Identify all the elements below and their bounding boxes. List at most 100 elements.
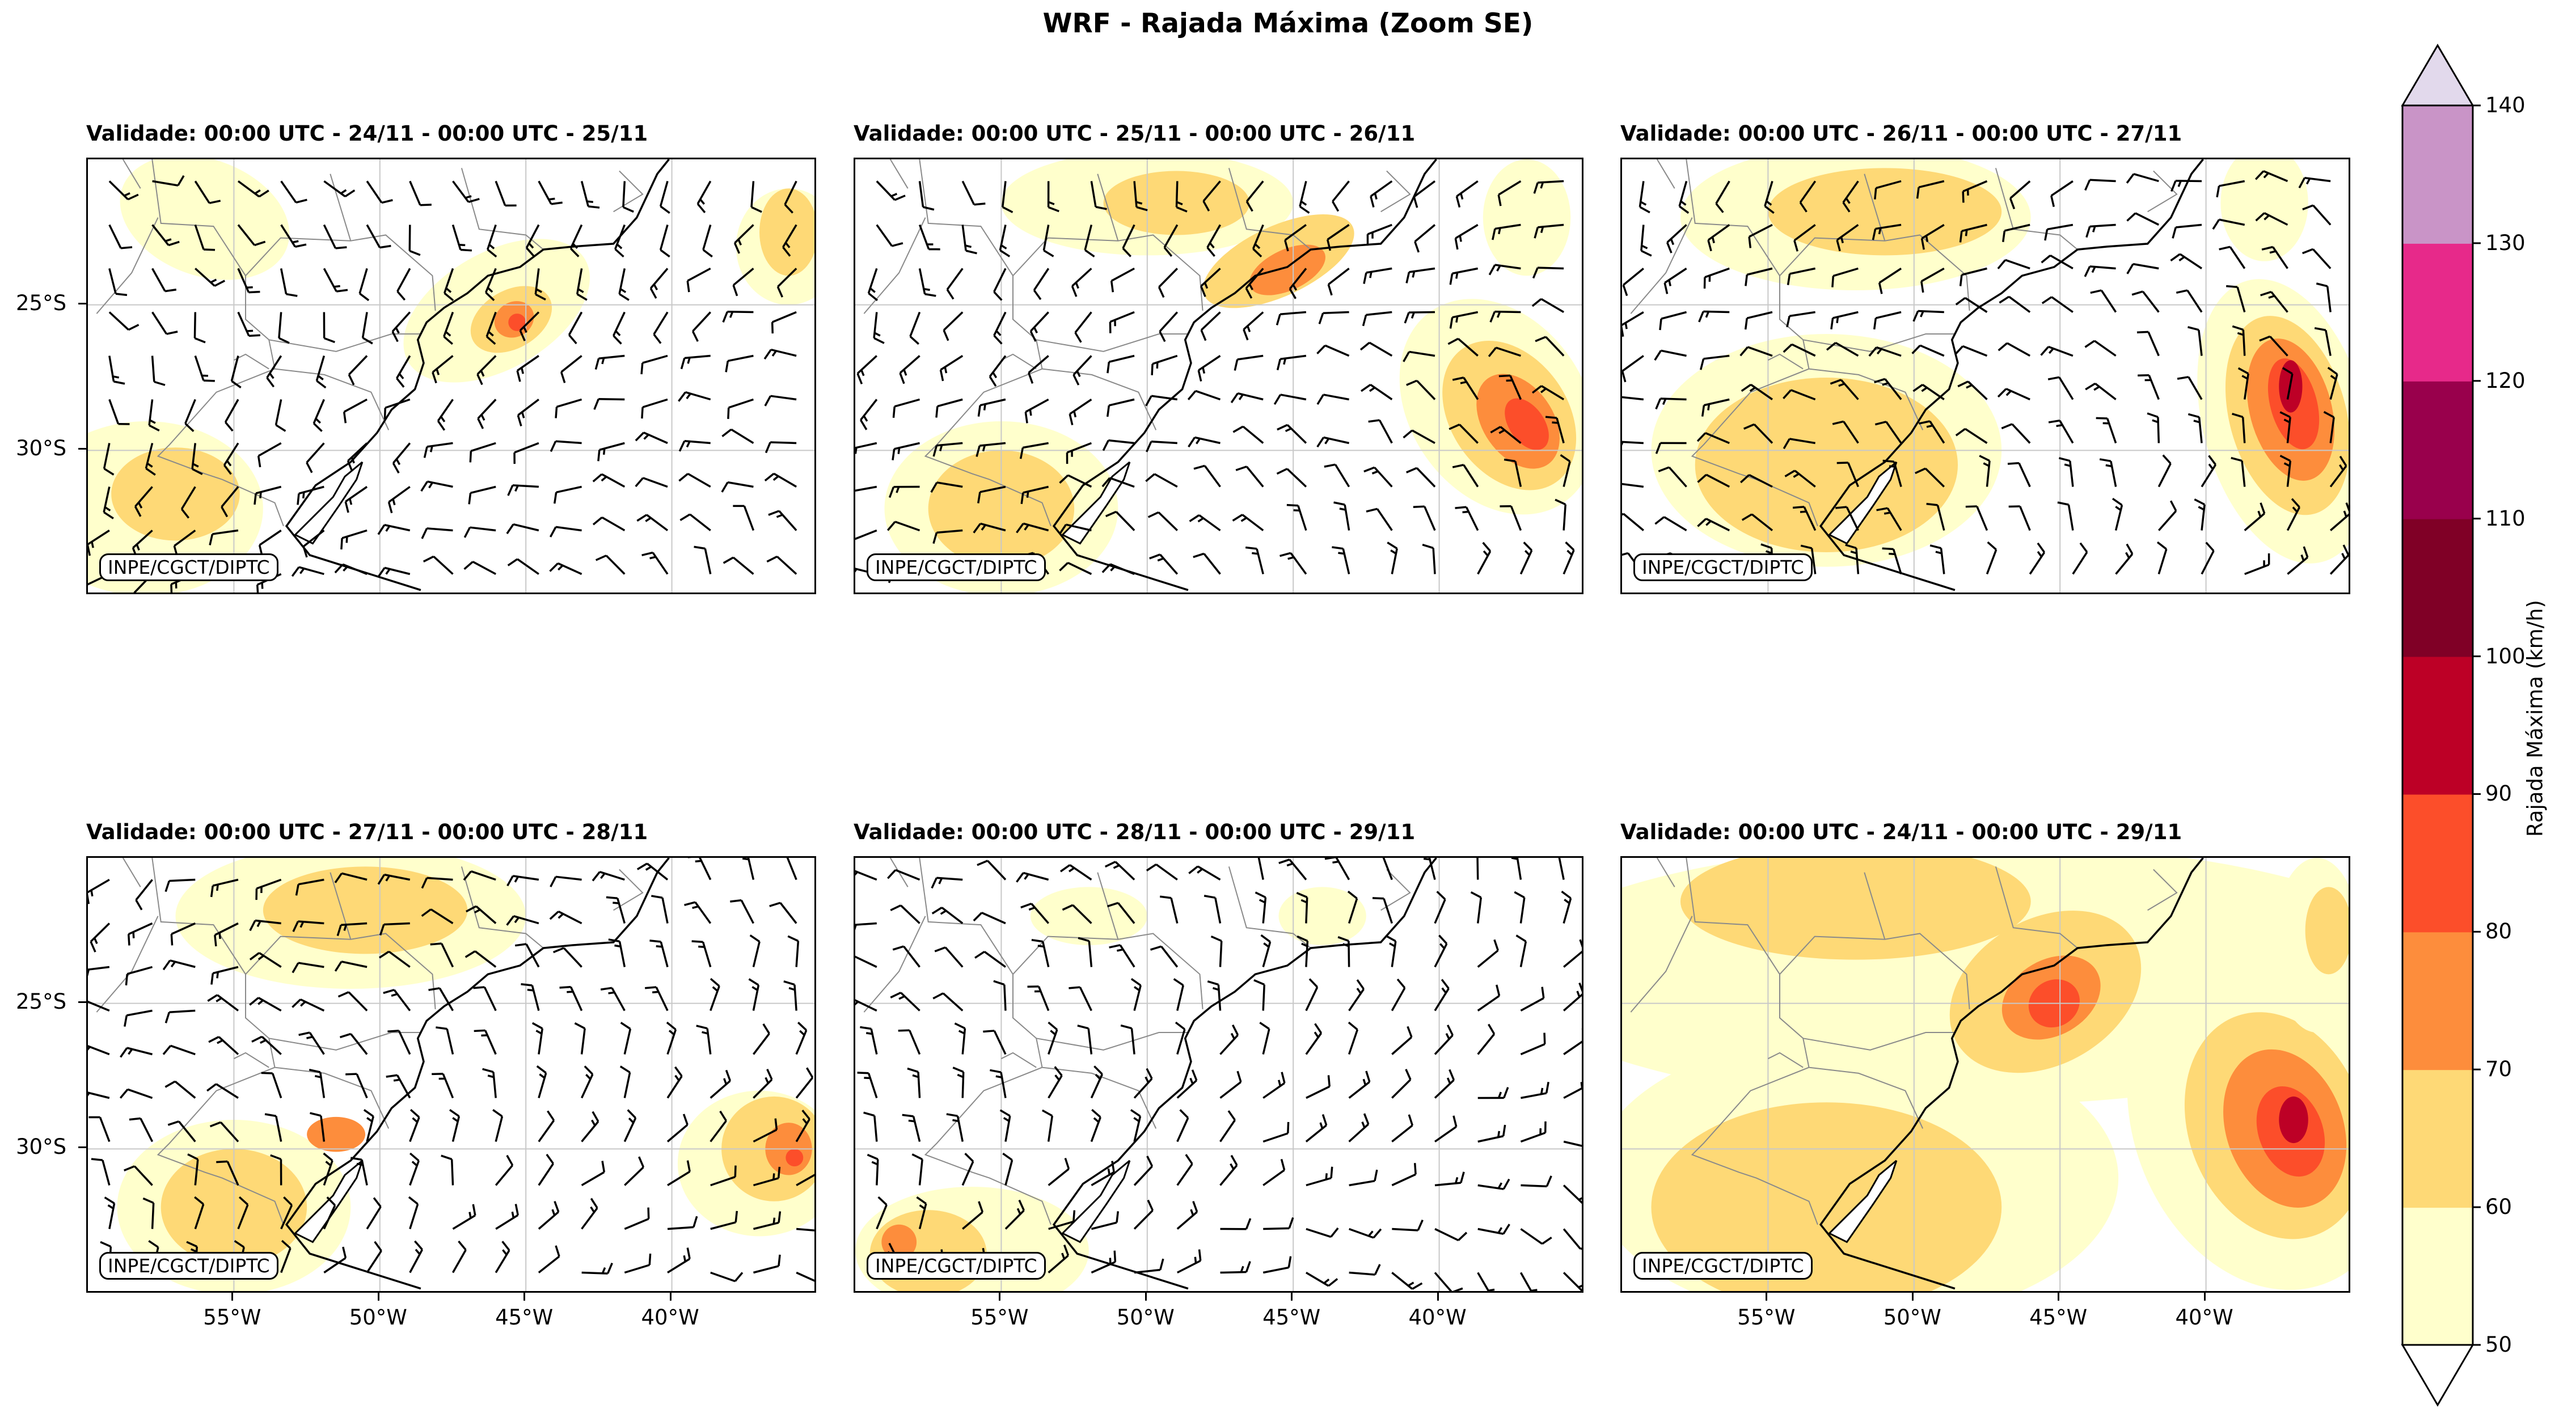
wind-barb xyxy=(1077,1025,1093,1055)
wind-barb xyxy=(1387,541,1398,574)
wind-barb xyxy=(932,992,964,1012)
wind-barb xyxy=(1504,458,1522,487)
panel-title-2: Validade: 00:00 UTC - 25/11 - 00:00 UTC … xyxy=(854,121,1416,146)
wind-barb xyxy=(88,1091,110,1099)
wind-barb xyxy=(1979,455,1991,487)
wind-barb xyxy=(559,985,583,1012)
wind-barb xyxy=(2329,455,2347,488)
wind-barb xyxy=(749,934,761,967)
wind-barb xyxy=(1622,441,1644,446)
wind-barb xyxy=(1253,979,1265,1011)
colorbar-tick-label: 120 xyxy=(2485,368,2526,393)
wind-barb xyxy=(1262,1072,1286,1099)
wind-barb xyxy=(1219,1154,1238,1186)
lon-tick xyxy=(1291,1293,1293,1301)
wind-barb xyxy=(162,1044,196,1056)
wind-barb xyxy=(636,514,669,531)
lat-label: 25°S xyxy=(16,290,67,315)
state-border xyxy=(1767,1052,1804,1068)
lon-label: 45°W xyxy=(495,1305,554,1330)
wind-barb xyxy=(2009,180,2031,210)
state-border xyxy=(275,1066,390,1129)
wind-barb xyxy=(408,225,421,256)
wind-barb xyxy=(1836,462,1859,488)
wind-barb xyxy=(1245,268,1264,299)
wind-barb xyxy=(1874,378,1902,400)
wind-barb xyxy=(600,987,626,1012)
wind-barb xyxy=(1048,1245,1070,1273)
wind-barb xyxy=(961,180,986,206)
wind-barb xyxy=(492,1109,504,1142)
wind-barb xyxy=(973,522,1006,534)
wind-barb xyxy=(1133,181,1148,211)
state-border xyxy=(1779,234,1970,311)
wind-barb xyxy=(257,442,282,468)
wind-barb xyxy=(1197,355,1221,382)
state-border xyxy=(1995,866,2078,949)
wind-barb xyxy=(108,356,125,385)
wind-barb xyxy=(421,877,453,889)
wind-barb xyxy=(1786,311,1815,328)
wind-barb xyxy=(742,858,755,880)
wind-barb xyxy=(753,1023,770,1055)
wind-barb xyxy=(1220,1261,1251,1274)
wind-barb xyxy=(1655,442,1687,454)
wind-barb xyxy=(514,943,540,968)
wind-barb xyxy=(640,354,668,375)
wind-barb xyxy=(606,896,626,924)
gust-area xyxy=(1278,887,1366,945)
wind-barb xyxy=(1521,1175,1552,1188)
gust-area xyxy=(2220,159,2308,261)
wind-barb xyxy=(935,398,963,418)
colorbar-tick-label: 80 xyxy=(2485,919,2512,944)
wind-barb xyxy=(1740,473,1773,488)
gust-area xyxy=(111,447,240,541)
wind-barb xyxy=(581,1065,594,1099)
state-border xyxy=(1228,168,1311,250)
wind-barb xyxy=(151,311,178,335)
wind-barb xyxy=(855,485,877,492)
wind-barb xyxy=(1520,987,1545,1012)
wind-barb xyxy=(902,1114,921,1142)
wind-barb xyxy=(867,1154,879,1186)
wind-barb xyxy=(1666,224,1687,253)
wind-barb xyxy=(1305,978,1319,1012)
wind-barb xyxy=(1477,1023,1496,1055)
wind-barb xyxy=(386,1074,411,1099)
wind-barb xyxy=(387,1030,411,1055)
lagoon xyxy=(1827,461,1898,545)
wind-barb xyxy=(576,268,588,301)
wind-barb xyxy=(1957,380,1988,400)
wind-barb xyxy=(776,268,797,298)
wind-barb xyxy=(396,355,411,388)
wind-barb xyxy=(145,443,156,476)
wind-barb xyxy=(1792,506,1817,531)
wind-barb xyxy=(452,180,480,204)
wind-barb xyxy=(679,513,711,531)
state-border xyxy=(1630,916,1693,1013)
wind-barb xyxy=(691,940,712,968)
wind-barb xyxy=(430,942,454,968)
wind-barb xyxy=(1405,267,1435,283)
wind-barb xyxy=(592,473,626,488)
wind-barb xyxy=(1748,223,1773,248)
wind-barb xyxy=(1563,1140,1582,1147)
wind-barb xyxy=(1188,865,1221,881)
wind-barb xyxy=(167,1120,196,1142)
lon-tick xyxy=(523,1293,526,1301)
wind-barb xyxy=(2112,498,2123,531)
wind-barb xyxy=(909,311,921,345)
wind-barb xyxy=(507,558,539,575)
wind-barb xyxy=(432,355,454,384)
wind-barb xyxy=(1110,267,1135,293)
wind-barb xyxy=(2259,335,2288,357)
wind-barb xyxy=(1149,553,1179,575)
wind-barb xyxy=(2047,376,2074,400)
wind-barb xyxy=(931,907,964,924)
wind-barb xyxy=(485,311,497,345)
wind-barb xyxy=(495,1154,514,1186)
wind-barb xyxy=(2007,462,2031,488)
wind-barb xyxy=(309,1068,326,1098)
wind-barb xyxy=(2329,544,2349,575)
wind-barb xyxy=(1912,310,1944,322)
